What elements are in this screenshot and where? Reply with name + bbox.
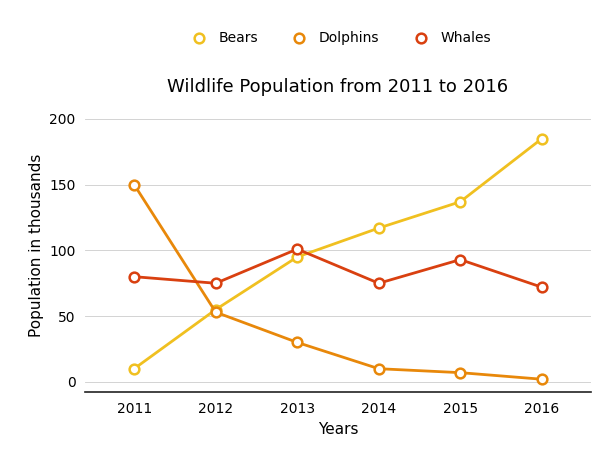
Bears xyxy=(294,254,301,260)
Line: Dolphins: Dolphins xyxy=(129,180,547,384)
Dolphins xyxy=(130,182,138,187)
Y-axis label: Population in thousands: Population in thousands xyxy=(29,154,44,337)
Dolphins xyxy=(538,377,546,382)
X-axis label: Years: Years xyxy=(318,422,358,437)
Line: Whales: Whales xyxy=(129,244,547,292)
Dolphins xyxy=(212,309,219,315)
Whales xyxy=(375,281,382,286)
Line: Bears: Bears xyxy=(129,134,547,373)
Bears xyxy=(457,199,464,204)
Whales xyxy=(130,274,138,279)
Bears xyxy=(375,226,382,231)
Dolphins xyxy=(294,340,301,345)
Bears xyxy=(212,307,219,312)
Whales xyxy=(212,281,219,286)
Whales xyxy=(538,285,546,290)
Title: Wildlife Population from 2011 to 2016: Wildlife Population from 2011 to 2016 xyxy=(167,78,509,96)
Bears xyxy=(538,136,546,141)
Dolphins xyxy=(457,370,464,375)
Legend: Bears, Dolphins, Whales: Bears, Dolphins, Whales xyxy=(185,32,491,46)
Whales xyxy=(294,246,301,252)
Dolphins xyxy=(375,366,382,372)
Bears xyxy=(130,366,138,372)
Whales xyxy=(457,257,464,262)
